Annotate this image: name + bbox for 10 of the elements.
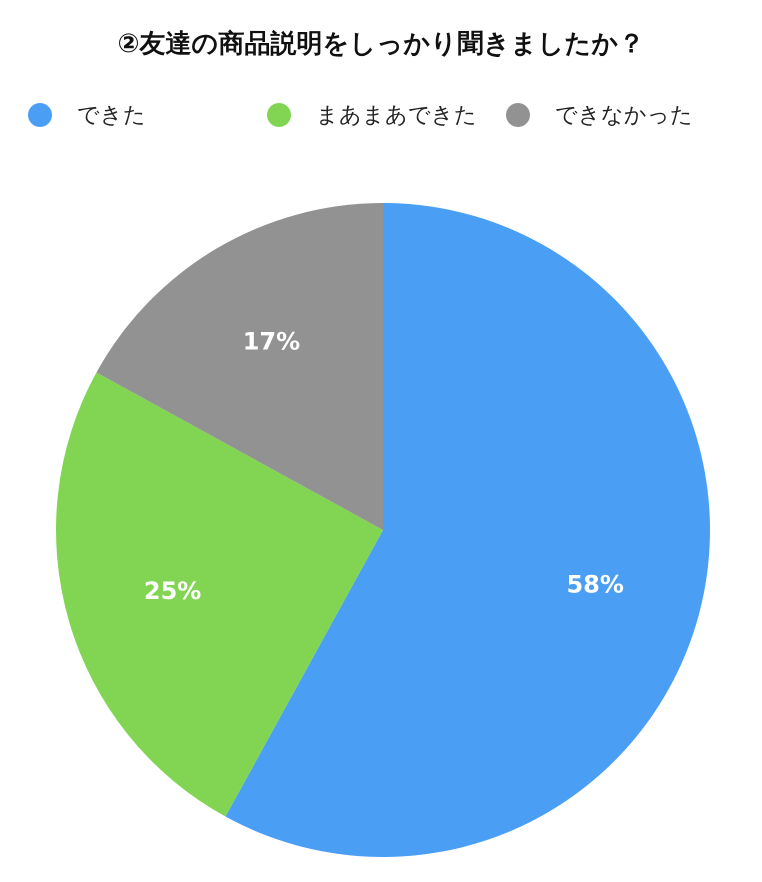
pie-slice (225, 203, 710, 857)
chart-title: ②友達の商品説明をしっかり聞きましたか？ (116, 28, 646, 60)
data-label: 17% (242, 327, 300, 356)
data-label: 25% (144, 577, 202, 606)
pie-slice (56, 372, 383, 817)
data-label: 58% (566, 570, 624, 598)
pie-slice (96, 203, 383, 530)
legend-label: できなかった (555, 102, 693, 130)
legend-label: まあまあできた (316, 102, 477, 130)
legend-label: できた (77, 102, 146, 130)
